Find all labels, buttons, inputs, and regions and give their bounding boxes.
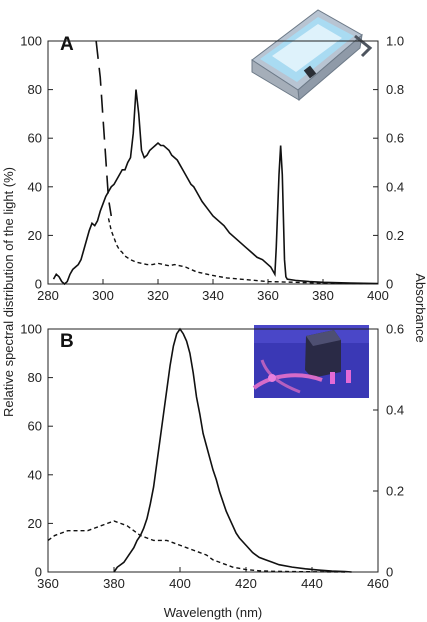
panel-a-frame bbox=[47, 40, 379, 285]
panel-label-b: B bbox=[60, 331, 74, 352]
panel-a-series-solid-line bbox=[52, 89, 379, 286]
panel-b-y-left-tick-label: 40 bbox=[28, 467, 42, 482]
panel-b-x-tick-label: 400 bbox=[169, 576, 191, 591]
ylabel-right: Absorbance bbox=[413, 273, 427, 342]
panel-a-x-tick-label: 360 bbox=[257, 288, 279, 303]
panel-b-y-right-tick-label: 0.2 bbox=[386, 484, 404, 499]
panel-a-y-right-tick-label: 0.2 bbox=[386, 228, 404, 243]
panel-b: B 360 380 400 420 440 46002040608010000.20.40… bbox=[20, 322, 404, 592]
panel-label-a: A bbox=[60, 34, 74, 55]
panel-a-x-tick-label: 280 bbox=[37, 288, 59, 303]
panel-a-y-left-tick-label: 20 bbox=[28, 228, 42, 243]
panel-a-x-tick-label: 340 bbox=[202, 288, 224, 303]
panel-a-y-left-tick-label: 0 bbox=[35, 277, 42, 292]
panel-a-x-tick-label: 380 bbox=[312, 288, 334, 303]
panel-b-series-dashed-line bbox=[47, 520, 346, 573]
panel-b-series-solid-line bbox=[113, 327, 352, 573]
panel-a-y-right-tick-label: 0.4 bbox=[386, 179, 404, 194]
panel-b-y-right-tick-label: 0.4 bbox=[386, 403, 404, 418]
panel-b-x-tick-label: 380 bbox=[103, 576, 125, 591]
xlabel: Wavelength (nm) bbox=[164, 605, 263, 620]
panel-a-x-tick-label: 300 bbox=[92, 288, 114, 303]
panel-b-frame bbox=[47, 328, 379, 573]
panel-b-y-left-tick-label: 0 bbox=[35, 565, 42, 580]
panel-a: A 280 300 320 340 360 380 40002040608010000.20… bbox=[20, 9, 404, 303]
panel-a-y-left-tick-label: 80 bbox=[28, 82, 42, 97]
panel-b-x-tick-label: 460 bbox=[367, 576, 389, 591]
panel-a-y-right-tick-label: 1.0 bbox=[386, 34, 404, 49]
panel-b-y-left-tick-label: 80 bbox=[28, 370, 42, 385]
panel-b-y-right-tick-label: 0 bbox=[386, 565, 393, 580]
panel-a-y-right-tick-label: 0.8 bbox=[386, 82, 404, 97]
panel-a-x-tick-label: 320 bbox=[147, 288, 169, 303]
panel-a-x-tick-label: 400 bbox=[367, 288, 389, 303]
panel-b-y-left-tick-label: 20 bbox=[28, 516, 42, 531]
panel-b-y-left-tick-label: 100 bbox=[20, 322, 42, 337]
irradiation-setup-photo bbox=[252, 325, 369, 398]
panel-b-x-tick-label: 360 bbox=[37, 576, 59, 591]
uv-lamp-device-photo bbox=[251, 9, 373, 102]
panel-b-y-left-tick-label: 60 bbox=[28, 419, 42, 434]
panel-a-series-dashed-line bbox=[107, 218, 379, 285]
ylabel-left: Relative spectral distribution of the li… bbox=[1, 167, 16, 417]
panel-b-x-tick-label: 440 bbox=[301, 576, 323, 591]
panel-a-y-left-tick-label: 100 bbox=[20, 34, 42, 49]
panel-a-y-left-tick-label: 40 bbox=[28, 179, 42, 194]
panel-a-y-right-tick-label: 0.6 bbox=[386, 131, 404, 146]
panel-a-y-left-tick-label: 60 bbox=[28, 131, 42, 146]
panel-b-x-tick-label: 420 bbox=[235, 576, 257, 591]
panel-b-y-right-tick-label: 0.6 bbox=[386, 322, 404, 337]
panel-a-series-long-dash-line bbox=[95, 40, 113, 217]
panel-a-y-right-tick-label: 0 bbox=[386, 277, 393, 292]
